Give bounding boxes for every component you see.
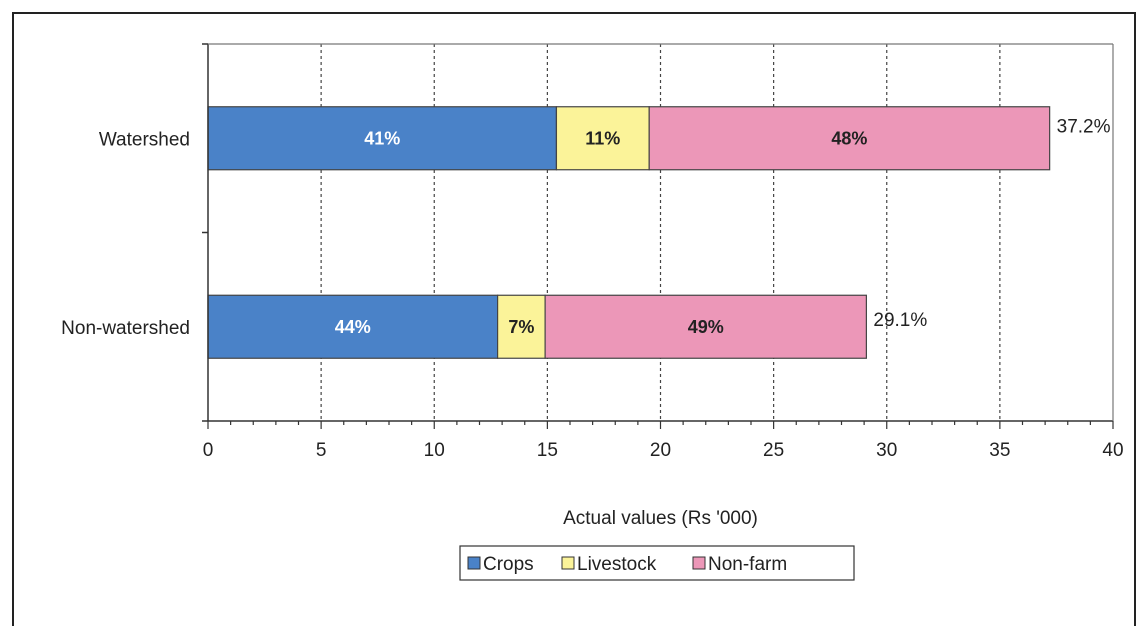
bar-segment	[555, 106, 650, 171]
legend-label: Livestock	[577, 554, 657, 575]
x-tick-label: 0	[203, 440, 214, 461]
grid-lines	[320, 44, 1001, 421]
x-tick-label: 20	[650, 440, 671, 461]
chart-frame	[12, 12, 1136, 626]
category-label: Watershed	[99, 129, 190, 150]
bar-segment	[648, 106, 1051, 171]
x-tick-label: 5	[316, 440, 327, 461]
bar-data-label: 48%	[831, 128, 867, 148]
x-tick-label: 10	[424, 440, 445, 461]
category-labels: Watershed Non-watershed	[61, 129, 190, 339]
legend-swatch	[561, 556, 575, 570]
bar-segment	[544, 294, 867, 359]
legend-swatch	[692, 556, 706, 570]
x-tick-label: 40	[1102, 440, 1123, 461]
bar-data-label: 7%	[508, 317, 534, 337]
bars-group: 41% 11% 48% 37.2% 44% 7% 49% 29.1%	[207, 106, 1111, 359]
x-tick-group: 0 5 10 15 20 25 30 35 40	[203, 421, 1124, 461]
bar-data-label: 49%	[688, 317, 724, 337]
bar-data-label: 11%	[585, 128, 620, 148]
legend-label: Crops	[483, 554, 534, 575]
bar-total-label: 37.2%	[1057, 116, 1111, 137]
x-tick-label: 25	[763, 440, 784, 461]
x-tick-label: 35	[989, 440, 1010, 461]
category-label: Non-watershed	[61, 318, 190, 339]
legend-swatch	[467, 556, 481, 570]
bar-total-label: 29.1%	[873, 310, 927, 331]
x-tick-label: 15	[537, 440, 558, 461]
legend-box	[459, 545, 855, 581]
x-tick-label: 30	[876, 440, 897, 461]
legend: Crops Livestock Non-farm	[459, 545, 855, 581]
legend-label: Non-farm	[708, 554, 787, 575]
bar-data-label: 41%	[364, 128, 400, 148]
bar-data-label: 44%	[335, 317, 371, 337]
axes-group	[202, 43, 1114, 422]
x-axis-title: Actual values (Rs '000)	[563, 508, 758, 529]
